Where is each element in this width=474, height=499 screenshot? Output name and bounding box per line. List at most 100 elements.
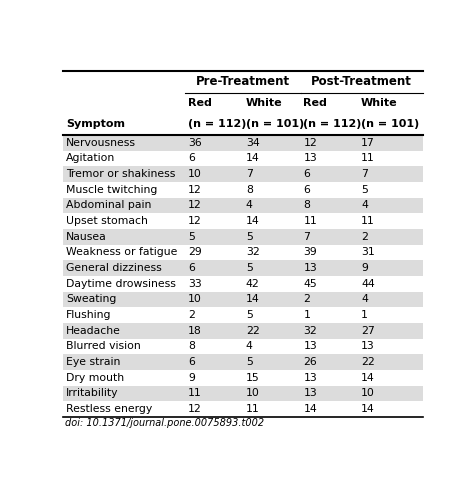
Text: Weakness or fatigue: Weakness or fatigue	[66, 248, 177, 257]
Bar	[243, 401, 301, 417]
Bar	[301, 323, 358, 339]
Bar	[185, 339, 243, 354]
Bar	[358, 339, 423, 354]
Text: 14: 14	[361, 373, 375, 383]
Bar	[243, 260, 301, 276]
Bar	[358, 323, 423, 339]
Bar	[301, 198, 358, 213]
Bar	[185, 354, 243, 370]
Bar	[301, 260, 358, 276]
Text: (n = 101): (n = 101)	[246, 119, 304, 129]
Text: Dry mouth: Dry mouth	[66, 373, 124, 383]
Bar	[301, 229, 358, 245]
Text: 2: 2	[361, 232, 368, 242]
Bar	[243, 198, 301, 213]
Text: 1: 1	[361, 310, 368, 320]
Text: 10: 10	[246, 389, 260, 399]
Bar	[243, 386, 301, 401]
Text: 32: 32	[303, 326, 317, 336]
Text: 4: 4	[246, 341, 253, 351]
Bar	[243, 291, 301, 307]
Bar	[63, 354, 185, 370]
Text: 5: 5	[188, 232, 195, 242]
Text: Nausea: Nausea	[66, 232, 107, 242]
Text: 34: 34	[246, 138, 260, 148]
Bar	[185, 198, 243, 213]
Text: 10: 10	[188, 294, 202, 304]
Bar	[63, 166, 185, 182]
Text: Headache: Headache	[66, 326, 121, 336]
Bar	[358, 151, 423, 166]
Bar	[301, 307, 358, 323]
Text: 9: 9	[361, 263, 368, 273]
Text: 14: 14	[303, 404, 317, 414]
Text: 14: 14	[361, 404, 375, 414]
Text: 13: 13	[303, 341, 317, 351]
Bar	[185, 182, 243, 198]
Bar	[243, 71, 301, 93]
Bar	[301, 245, 358, 260]
Text: (n = 101): (n = 101)	[361, 119, 419, 129]
Bar	[301, 135, 358, 151]
Text: 6: 6	[188, 263, 195, 273]
Text: 36: 36	[188, 138, 202, 148]
Text: White: White	[246, 98, 283, 108]
Bar	[301, 370, 358, 386]
Text: Sweating: Sweating	[66, 294, 116, 304]
Text: 18: 18	[188, 326, 202, 336]
Text: Abdominal pain: Abdominal pain	[66, 201, 151, 211]
Bar	[301, 182, 358, 198]
Bar	[185, 213, 243, 229]
Text: Daytime drowsiness: Daytime drowsiness	[66, 279, 176, 289]
Text: 12: 12	[188, 216, 202, 226]
Text: (n = 112): (n = 112)	[188, 119, 246, 129]
Text: 5: 5	[246, 357, 253, 367]
Bar	[185, 151, 243, 166]
Text: Red: Red	[188, 98, 212, 108]
Text: Upset stomach: Upset stomach	[66, 216, 148, 226]
Text: 12: 12	[188, 404, 202, 414]
Text: 12: 12	[188, 185, 202, 195]
Text: 1: 1	[303, 310, 310, 320]
Bar	[358, 166, 423, 182]
Text: 8: 8	[246, 185, 253, 195]
Text: 4: 4	[361, 201, 368, 211]
Bar	[301, 401, 358, 417]
Bar	[243, 135, 301, 151]
Bar	[185, 229, 243, 245]
Bar	[358, 229, 423, 245]
Text: Muscle twitching: Muscle twitching	[66, 185, 157, 195]
Bar	[358, 213, 423, 229]
Bar	[243, 93, 301, 114]
Bar	[301, 114, 358, 135]
Bar	[63, 229, 185, 245]
Text: 7: 7	[361, 169, 368, 179]
Text: Irritability: Irritability	[66, 389, 118, 399]
Bar	[243, 370, 301, 386]
Bar	[63, 198, 185, 213]
Bar	[301, 93, 358, 114]
Text: White: White	[361, 98, 398, 108]
Bar	[63, 135, 185, 151]
Bar	[63, 386, 185, 401]
Bar	[63, 276, 185, 291]
Bar	[358, 93, 423, 114]
Text: 5: 5	[361, 185, 368, 195]
Bar	[243, 323, 301, 339]
Text: 6: 6	[188, 153, 195, 163]
Bar	[358, 135, 423, 151]
Bar	[243, 114, 301, 135]
Bar	[63, 93, 185, 114]
Text: 5: 5	[246, 232, 253, 242]
Bar	[243, 151, 301, 166]
Text: Flushing: Flushing	[66, 310, 111, 320]
Text: 2: 2	[303, 294, 310, 304]
Bar	[301, 386, 358, 401]
Bar	[185, 166, 243, 182]
Text: 6: 6	[188, 357, 195, 367]
Bar	[63, 291, 185, 307]
Text: 13: 13	[303, 373, 317, 383]
Bar	[185, 276, 243, 291]
Text: 11: 11	[361, 153, 375, 163]
Bar	[358, 401, 423, 417]
